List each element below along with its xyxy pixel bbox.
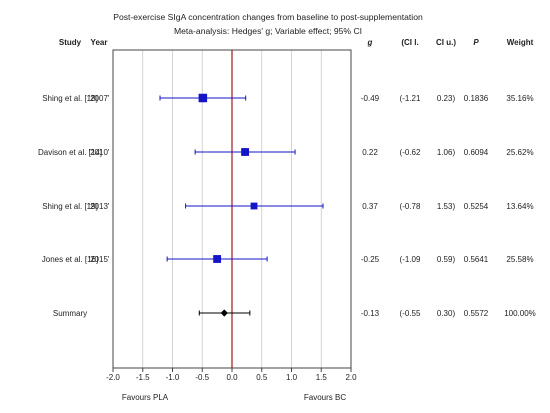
x-tick-label: 0.5 [256,373,268,382]
summary-weight: 100.00% [504,309,536,318]
x-tick-label: 1.0 [286,373,298,382]
study-weight: 25.62% [506,148,533,157]
study-ci-upper: 1.53) [437,202,456,211]
study-name: Shing et al. [18] [42,94,98,103]
study-name: Shing et al. [19] [42,202,98,211]
study-name: Davison et al. [14] [38,148,102,157]
study-p: 0.1836 [464,94,489,103]
study-ci-lower: (-0.62 [400,148,421,157]
x-tick-label: 1.5 [316,373,328,382]
study-ci-upper: 0.23) [437,94,456,103]
footer-favours-pla: Favours PLA [122,393,169,402]
study-year: '2010' [89,148,110,157]
study-ci-upper: 0.59) [437,255,456,264]
study-g: 0.37 [362,202,378,211]
header-study: Study [59,38,82,47]
header-p: P [473,38,479,47]
study-ci-lower: (-1.21 [400,94,421,103]
study-p: 0.6094 [464,148,489,157]
header-ci-upper: CI u.) [436,38,456,47]
study-effect-marker [241,148,250,156]
study-effect-marker [213,255,222,263]
study-p: 0.5254 [464,202,489,211]
study-ci-upper: 1.06) [437,148,456,157]
summary-g: -0.13 [361,309,380,318]
study-year: '2007' [89,94,110,103]
x-tick-label: -1.5 [136,373,150,382]
x-tick-label: -2.0 [106,373,120,382]
study-weight: 35.16% [506,94,533,103]
header-weight: Weight [507,38,534,47]
chart-title: Post-exercise SIgA concentration changes… [113,12,423,22]
study-ci-lower: (-1.09 [400,255,421,264]
study-g: 0.22 [362,148,378,157]
study-p: 0.5641 [464,255,489,264]
study-name: Jones et al. [16] [42,255,98,264]
header-ci-lower: (CI l. [401,38,418,47]
summary-ci-upper: 0.30) [437,309,456,318]
summary-effect-diamond [220,309,228,317]
summary-label: Summary [53,309,87,318]
study-year: '2015' [89,255,110,264]
footer-favours-bc: Favours BC [304,393,346,402]
x-tick-label: -1.0 [166,373,180,382]
summary-p: 0.5572 [464,309,489,318]
plot-area [112,49,352,372]
study-weight: 13.64% [506,202,533,211]
study-effect-marker [198,93,208,103]
study-g: -0.49 [361,94,380,103]
study-weight: 25.58% [506,255,533,264]
study-effect-marker [250,202,258,210]
x-tick-label: -0.5 [195,373,209,382]
study-year: '2013' [89,202,110,211]
x-tick-label: 2.0 [345,373,357,382]
summary-ci-lower: (-0.55 [400,309,421,318]
chart-subtitle: Meta-analysis: Hedges' g; Variable effec… [174,26,362,36]
study-ci-lower: (-0.78 [400,202,421,211]
header-year: Year [91,38,108,47]
x-tick-label: 0.0 [226,373,238,382]
study-g: -0.25 [361,255,380,264]
header-g: g [367,38,373,47]
